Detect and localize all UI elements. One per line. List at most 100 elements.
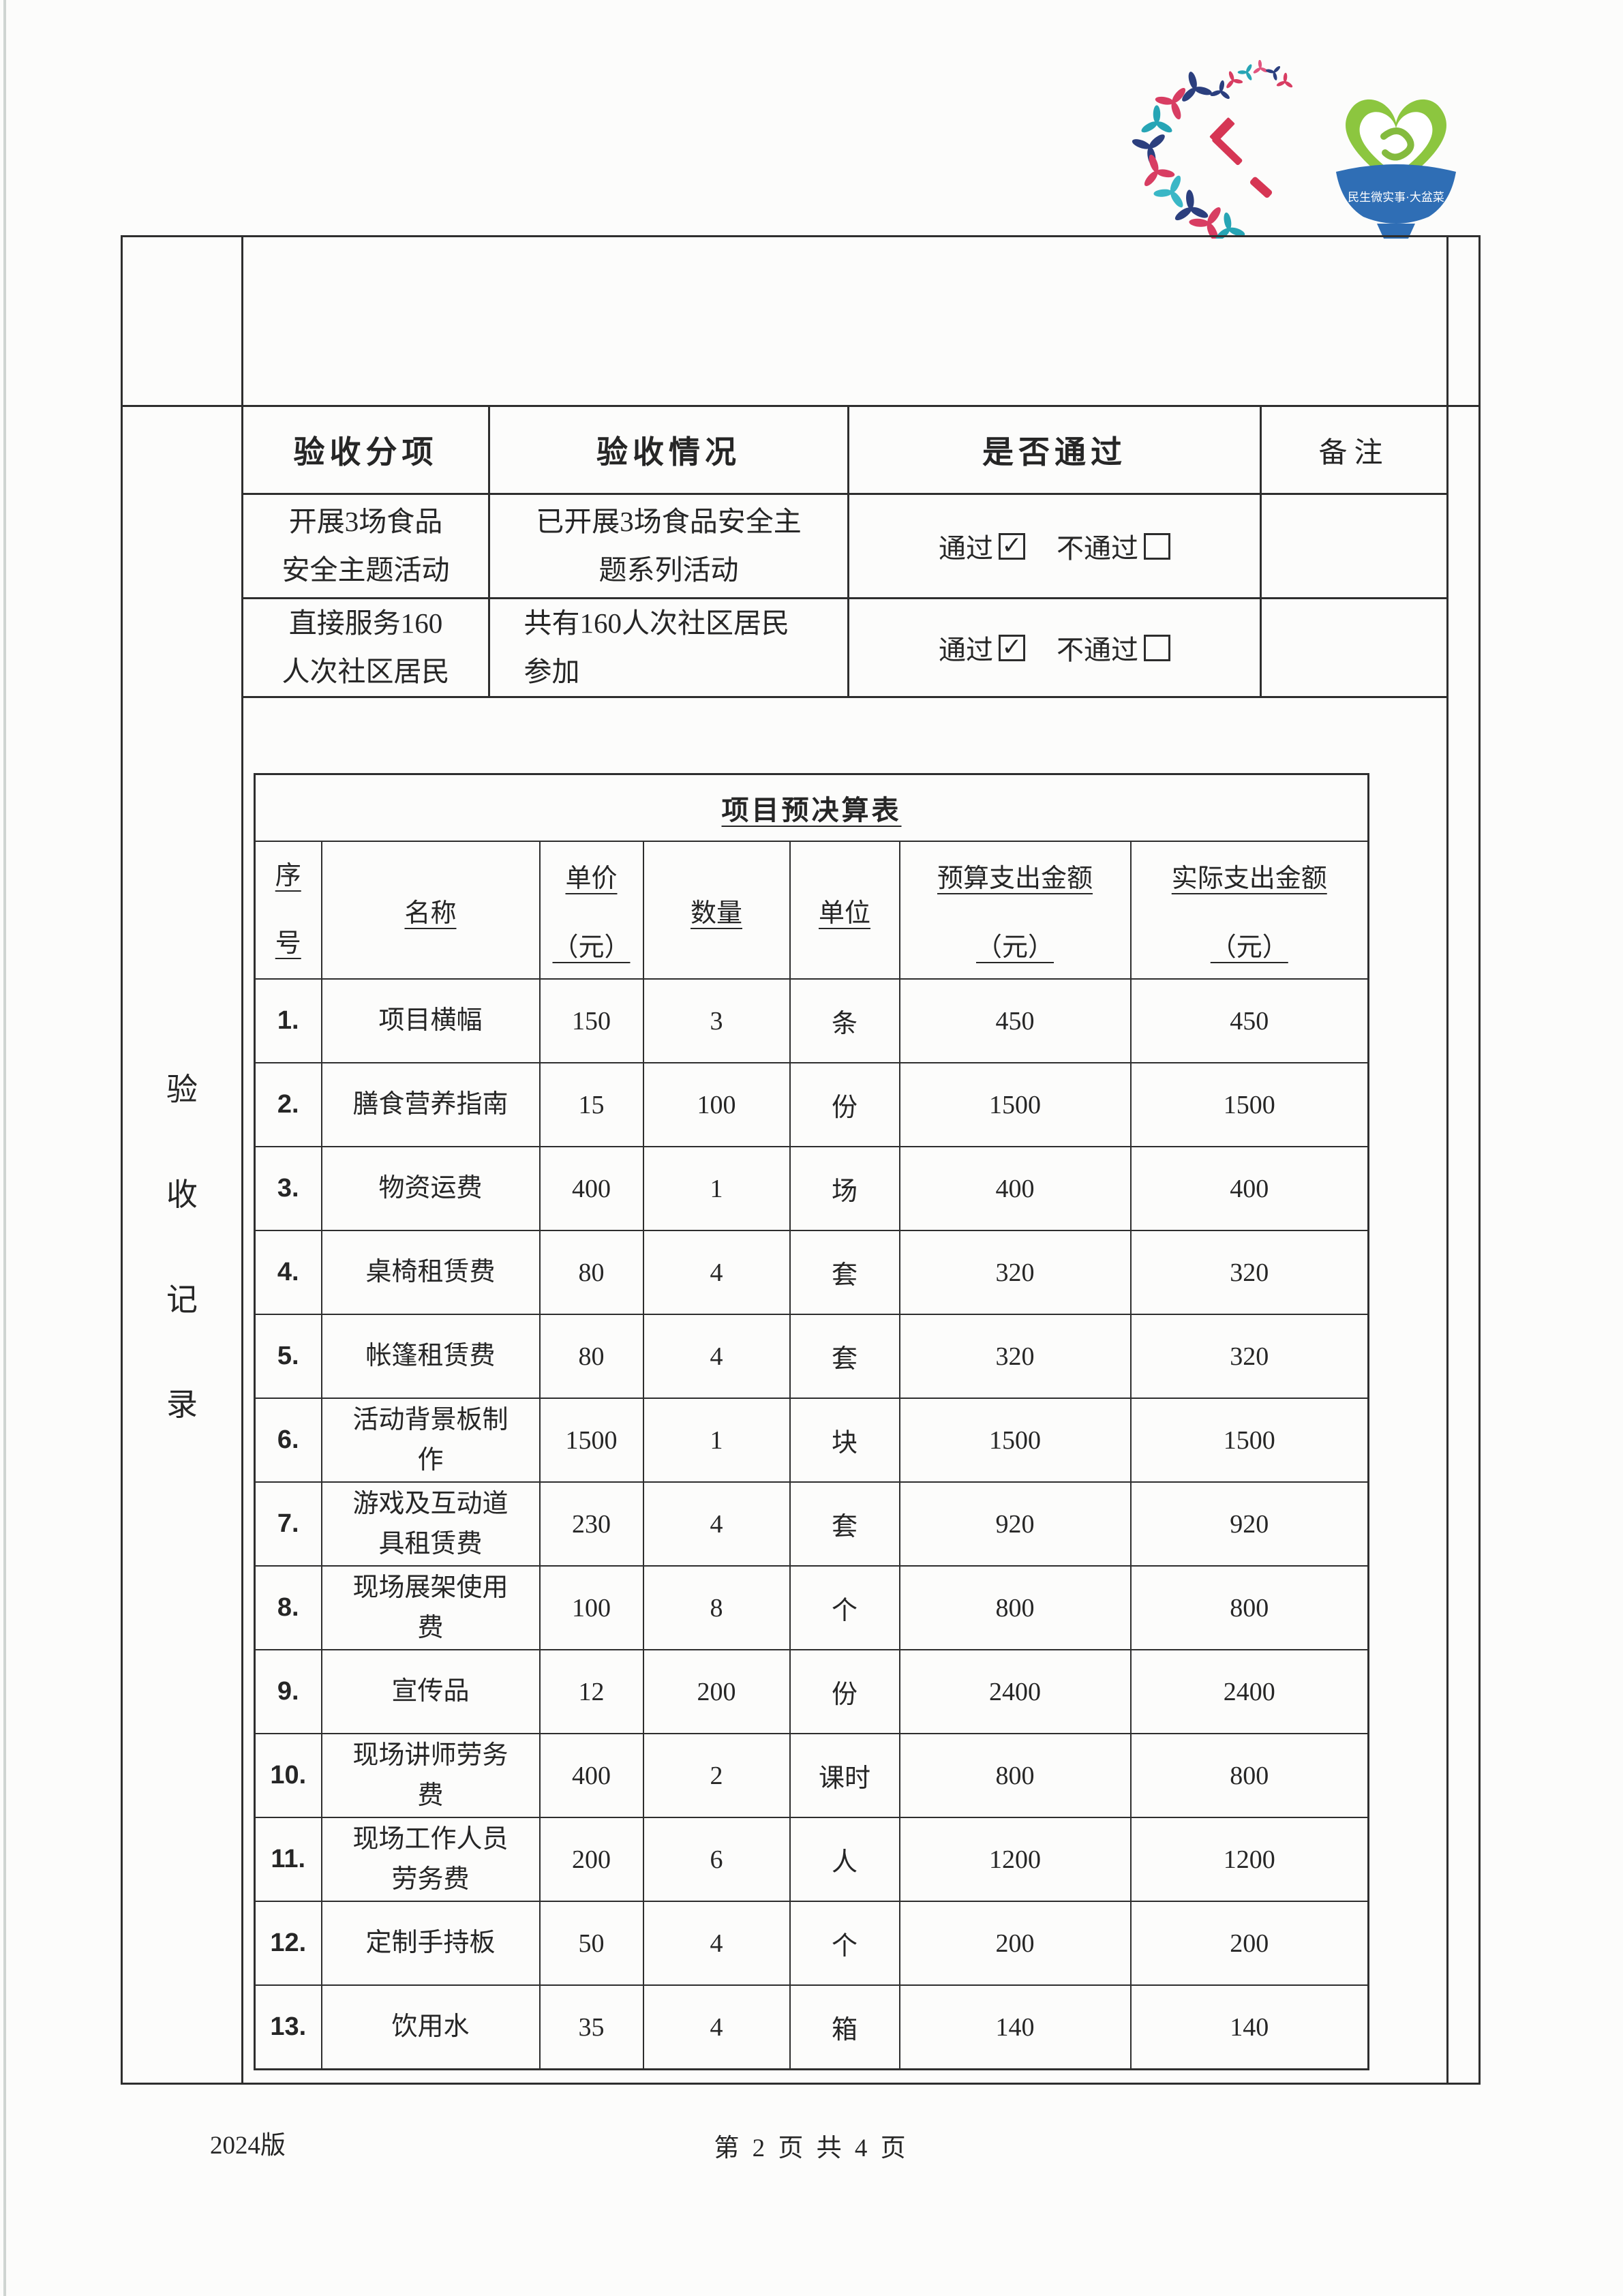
budget-table-title: 项目预决算表 xyxy=(721,795,902,826)
budget-cell-unit-price: 150 xyxy=(539,978,644,1063)
header-pass-or-not: 是否通过 xyxy=(982,435,1127,470)
bowl-shape xyxy=(1336,164,1456,224)
budget-cell-unit: 份 xyxy=(789,1062,900,1147)
budget-cell-unit-price: 230 xyxy=(539,1481,644,1567)
acceptance-situation-text: 已开展3场食品安全主题系列活动 xyxy=(536,506,802,586)
budget-cell-actual: 400 xyxy=(1129,1146,1369,1231)
budget-cell-budget: 400 xyxy=(898,1146,1132,1231)
col1-divider xyxy=(488,405,490,698)
budget-cell-name: 帐篷租赁费 xyxy=(320,1314,541,1399)
budget-cell-actual: 320 xyxy=(1129,1230,1369,1315)
budget-row: 6. 活动背景板制作 1500 1 块 1500 1500 xyxy=(254,1398,1369,1483)
budget-cell-budget: 800 xyxy=(898,1565,1132,1650)
scan-edge-artifact xyxy=(3,0,6,2296)
budget-row: 3. 物资运费 400 1 场 400 400 xyxy=(254,1146,1369,1231)
budget-cell-seq: 6. xyxy=(254,1398,322,1483)
budget-cell-unit: 份 xyxy=(789,1649,900,1734)
acceptance-record-table: 验 收 记 录 验收分项 验收情况 是否通过 备注 开展3场食品安全主题活动 已… xyxy=(121,235,1481,2085)
flower-heart-wreath xyxy=(1129,60,1298,239)
pass-label: 通过 xyxy=(939,635,993,665)
budget-cell-name: 饮用水 xyxy=(320,1984,541,2070)
pass-status-cell: 通过 ✓ 不通过 xyxy=(849,599,1260,696)
header-budget-amount: 预算支出金额 （元） xyxy=(898,841,1132,980)
budget-cell-name: 定制手持板 xyxy=(320,1901,541,1986)
acceptance-situation-text: 共有160人次社区居民参加 xyxy=(524,607,790,687)
budget-cell-actual: 2400 xyxy=(1129,1649,1369,1734)
budget-cell-seq: 12. xyxy=(254,1901,322,1986)
budget-cell-unit-price: 200 xyxy=(539,1817,644,1902)
budget-cell-name: 项目横幅 xyxy=(320,978,541,1063)
row2-top-line xyxy=(241,597,1448,599)
budget-cell-budget: 1500 xyxy=(898,1062,1132,1147)
budget-cell-seq: 11. xyxy=(254,1817,322,1902)
budget-cell-unit-price: 400 xyxy=(539,1146,644,1231)
budget-cell-unit: 套 xyxy=(789,1230,900,1315)
fail-checkbox-empty xyxy=(1144,532,1170,560)
sidebar-vertical-label: 验 收 记 录 xyxy=(123,407,241,2083)
fail-label: 不通过 xyxy=(1057,533,1138,564)
header-name: 名称 xyxy=(320,841,541,980)
budget-row: 8. 现场展架使用费 100 8 个 800 800 xyxy=(254,1565,1369,1650)
budget-cell-seq: 1. xyxy=(254,978,322,1063)
budget-cell-qty: 8 xyxy=(642,1565,791,1650)
budget-cell-unit: 箱 xyxy=(789,1984,900,2070)
budget-cell-unit: 个 xyxy=(789,1901,900,1986)
budget-cell-name: 现场讲师劳务费 xyxy=(320,1733,541,1818)
budget-cell-unit: 人 xyxy=(789,1817,900,1902)
budget-table-title-cell: 项目预决算表 xyxy=(254,773,1369,842)
bowl-foot xyxy=(1377,224,1415,239)
budget-row: 10. 现场讲师劳务费 400 2 课时 800 800 xyxy=(254,1733,1369,1818)
budget-cell-seq: 9. xyxy=(254,1649,322,1734)
budget-cell-seq: 2. xyxy=(254,1062,322,1147)
heart-inner-white xyxy=(1359,112,1433,175)
budget-cell-unit: 课时 xyxy=(789,1733,900,1818)
col3-divider xyxy=(1260,405,1262,698)
budget-row: 2. 膳食营养指南 15 100 份 1500 1500 xyxy=(254,1062,1369,1147)
row1-top-line xyxy=(241,493,1448,495)
budget-cell-name: 游戏及互动道具租赁费 xyxy=(320,1481,541,1567)
budget-cell-unit: 场 xyxy=(789,1146,900,1231)
budget-cell-unit-price: 50 xyxy=(539,1901,644,1986)
header-qty: 数量 xyxy=(642,841,791,980)
budget-cell-budget: 200 xyxy=(898,1901,1132,1986)
budget-cell-actual: 1500 xyxy=(1129,1062,1369,1147)
header-acceptance-situation: 验收情况 xyxy=(596,435,741,470)
budget-cell-name: 现场展架使用费 xyxy=(320,1565,541,1650)
budget-cell-budget: 320 xyxy=(898,1230,1132,1315)
budget-cell-qty: 1 xyxy=(642,1146,791,1231)
budget-cell-qty: 4 xyxy=(642,1984,791,2070)
budget-cell-unit: 个 xyxy=(789,1565,900,1650)
budget-cell-seq: 4. xyxy=(254,1230,322,1315)
budget-cell-unit: 条 xyxy=(789,978,900,1063)
footer-version: 2024版 xyxy=(210,2132,286,2160)
budget-cell-budget: 1200 xyxy=(898,1817,1132,1902)
budget-cell-unit-price: 80 xyxy=(539,1314,644,1399)
budget-cell-qty: 4 xyxy=(642,1901,791,1986)
budget-title-row: 项目预决算表 xyxy=(254,773,1369,842)
pass-label: 通过 xyxy=(939,533,993,564)
budget-cell-qty: 4 xyxy=(642,1230,791,1315)
budget-table-body: 1. 项目横幅 150 3 条 450 450 2. 膳食营 xyxy=(254,978,1369,2070)
heart-swirl xyxy=(1380,127,1414,161)
budget-cell-actual: 140 xyxy=(1129,1984,1369,2070)
budget-row: 4. 桌椅租赁费 80 4 套 320 320 xyxy=(254,1230,1369,1315)
budget-cell-name: 现场工作人员劳务费 xyxy=(320,1817,541,1902)
bowl-logo-text: 民生微实事·大盆菜 xyxy=(1348,191,1444,204)
side-char: 验 xyxy=(166,1072,198,1107)
budget-cell-name: 活动背景板制作 xyxy=(320,1398,541,1483)
budget-cell-seq: 10. xyxy=(254,1733,322,1818)
side-char: 收 xyxy=(166,1177,198,1212)
col2-divider xyxy=(847,405,849,698)
budget-cell-unit: 块 xyxy=(789,1398,900,1483)
budget-cell-name: 宣传品 xyxy=(320,1649,541,1734)
budget-cell-actual: 1500 xyxy=(1129,1398,1369,1483)
budget-table-head: 项目预决算表 序号 名称 单价 （元） xyxy=(254,773,1369,980)
budget-cell-unit-price: 80 xyxy=(539,1230,644,1315)
budget-row: 7. 游戏及互动道具租赁费 230 4 套 920 920 xyxy=(254,1481,1369,1567)
budget-cell-qty: 3 xyxy=(642,978,791,1063)
budget-cell-actual: 800 xyxy=(1129,1733,1369,1818)
budget-cell-seq: 3. xyxy=(254,1146,322,1231)
budget-cell-seq: 5. xyxy=(254,1314,322,1399)
budget-cell-actual: 200 xyxy=(1129,1901,1369,1986)
